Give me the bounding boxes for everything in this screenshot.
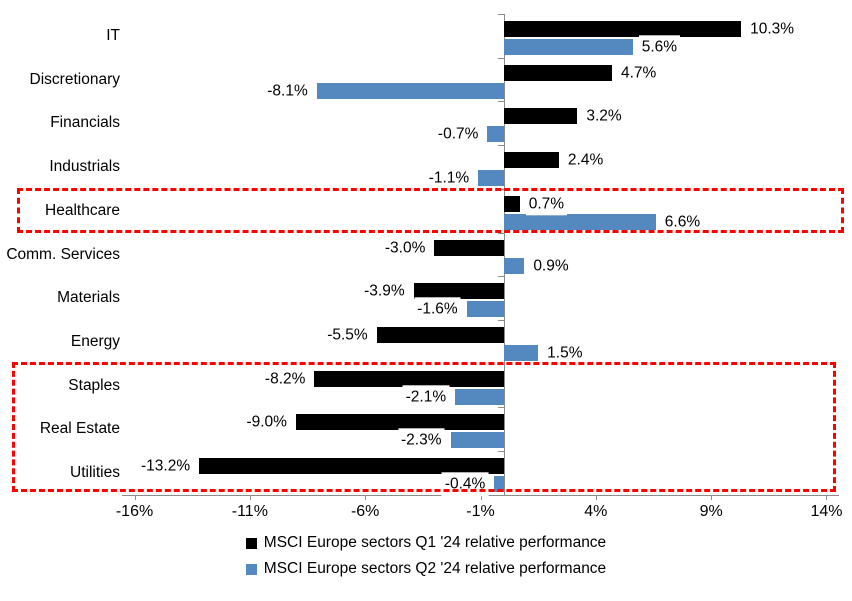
value-label-q1-real-estate: -9.0%	[243, 410, 290, 435]
bar-q1-industrials	[503, 152, 559, 169]
category-label-comm-services: Comm. Services	[6, 245, 120, 263]
y-axis-tick	[497, 451, 504, 453]
x-axis-tick-0	[134, 495, 136, 500]
value-label-q2-discretionary: -8.1%	[264, 79, 311, 103]
x-tick-label-6: 14%	[810, 503, 843, 520]
value-label-q1-energy: -5.5%	[324, 323, 371, 347]
bar-q2-energy	[503, 345, 539, 362]
y-axis-tick	[497, 101, 504, 103]
y-axis-line	[503, 14, 505, 495]
bar-q2-real-estate	[450, 432, 504, 449]
y-axis-tick	[497, 363, 504, 365]
x-axis-tick-3	[480, 495, 482, 500]
value-label-q1-comm-services: -3.0%	[381, 235, 429, 260]
x-tick-label-1: -11%	[231, 503, 268, 520]
bar-q2-financials	[487, 126, 504, 143]
category-label-healthcare: Healthcare	[45, 201, 120, 219]
bar-q2-materials	[466, 301, 504, 318]
value-label-q1-it: 10.3%	[747, 17, 798, 41]
bar-q1-discretionary	[503, 64, 612, 81]
value-label-q2-energy: 1.5%	[544, 341, 586, 365]
bar-q2-healthcare	[503, 213, 656, 230]
legend-item-q2: MSCI Europe sectors Q2 '24 relative perf…	[245, 560, 607, 578]
value-label-q1-healthcare: 0.7%	[525, 192, 568, 216]
value-label-q2-healthcare: 6.6%	[661, 210, 704, 234]
x-axis-tick-5	[711, 495, 713, 500]
value-label-q1-staples: -8.2%	[261, 367, 309, 391]
x-tick-label-3: -1%	[466, 503, 495, 520]
value-label-q2-materials: -1.6%	[414, 297, 461, 321]
category-label-staples: Staples	[68, 376, 120, 394]
value-label-q2-financials: -0.7%	[434, 122, 482, 147]
legend-swatch-q2-icon	[245, 563, 257, 575]
y-axis-tick	[497, 232, 504, 234]
bar-q1-real-estate	[295, 414, 504, 431]
bar-q2-discretionary	[316, 82, 504, 99]
value-label-q1-industrials: 2.4%	[564, 148, 607, 172]
bar-q1-utilities	[199, 458, 504, 475]
legend-swatch-q1-icon	[245, 537, 257, 549]
bar-q1-it	[503, 21, 742, 37]
x-tick-label-2: -6%	[350, 503, 380, 520]
y-axis-tick	[497, 145, 504, 147]
category-label-energy: Energy	[70, 333, 120, 351]
bar-q2-comm-services	[503, 257, 525, 274]
legend-label-q1: MSCI Europe sectors Q1 '24 relative perf…	[263, 534, 607, 551]
category-label-industrials: Industrials	[49, 158, 120, 176]
bar-q1-comm-services	[434, 239, 504, 256]
bar-q2-it	[503, 39, 633, 55]
category-label-real-estate: Real Estate	[39, 420, 120, 438]
y-axis-tick	[497, 276, 504, 278]
y-axis-tick	[497, 320, 504, 322]
value-label-q1-discretionary: 4.7%	[617, 61, 660, 85]
value-label-q2-industrials: -1.1%	[425, 166, 473, 190]
legend: MSCI Europe sectors Q1 '24 relative perf…	[0, 534, 852, 578]
bar-q1-financials	[503, 108, 578, 125]
legend-item-q1: MSCI Europe sectors Q1 '24 relative perf…	[245, 534, 607, 552]
x-axis-tick-1	[249, 495, 251, 500]
bar-q2-utilities	[494, 476, 504, 493]
legend-label-q2: MSCI Europe sectors Q2 '24 relative perf…	[263, 560, 607, 577]
category-label-materials: Materials	[57, 289, 120, 307]
bar-q2-staples	[455, 388, 504, 405]
value-label-q1-financials: 3.2%	[583, 104, 625, 129]
y-axis-tick	[497, 188, 504, 190]
x-tick-label-4: 4%	[584, 503, 608, 520]
bar-q2-industrials	[478, 170, 504, 187]
category-label-utilities: Utilities	[70, 464, 120, 482]
value-label-q2-utilities: -0.4%	[441, 472, 489, 496]
bar-q1-staples	[314, 370, 504, 387]
category-label-financials: Financials	[50, 114, 120, 132]
value-label-q1-materials: -3.9%	[361, 279, 408, 303]
value-label-q2-real-estate: -2.3%	[398, 428, 445, 453]
y-axis-tick	[497, 57, 504, 59]
y-axis-tick	[497, 14, 504, 15]
bar-q1-materials	[413, 283, 504, 300]
x-axis-tick-6	[826, 495, 828, 500]
value-label-q1-utilities: -13.2%	[137, 454, 194, 478]
value-label-q2-comm-services: 0.9%	[530, 253, 572, 278]
x-tick-label-0: -16%	[115, 503, 154, 520]
bar-q1-healthcare	[503, 195, 520, 212]
x-tick-label-5: 9%	[699, 503, 723, 520]
category-label-it: IT	[106, 27, 120, 44]
value-label-q2-it: 5.6%	[638, 35, 681, 59]
x-axis-tick-4	[595, 495, 597, 500]
value-label-q2-staples: -2.1%	[402, 385, 450, 409]
y-axis-tick	[497, 407, 504, 409]
bar-q1-energy	[376, 327, 504, 344]
x-axis-tick-2	[365, 495, 367, 500]
category-label-discretionary: Discretionary	[29, 70, 120, 88]
